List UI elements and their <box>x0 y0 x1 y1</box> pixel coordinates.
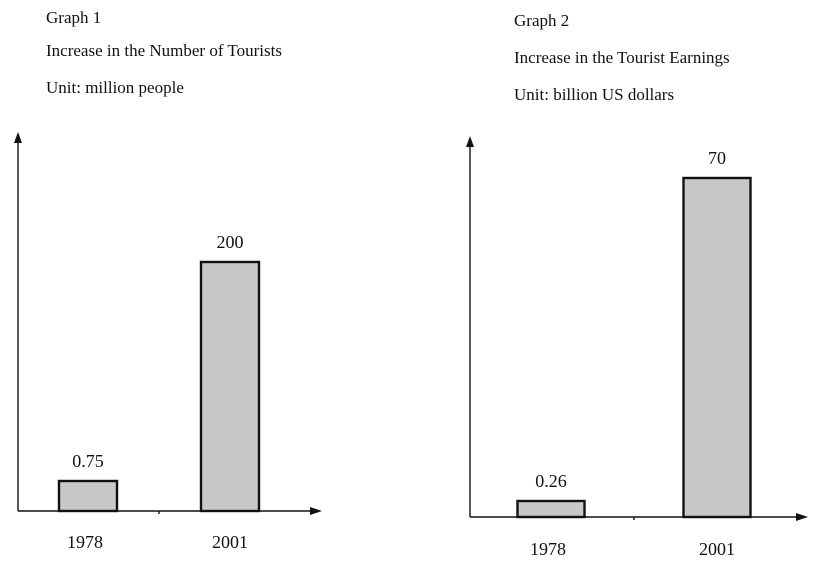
graph-2-title: Increase in the Tourist Earnings <box>514 48 730 67</box>
graph-1-y-axis-arrow <box>14 132 22 143</box>
graph-2-x-axis-arrow <box>796 513 808 521</box>
graph-2-value-label-1978: 0.26 <box>535 471 567 491</box>
graph-2-value-label-2001: 70 <box>708 148 726 168</box>
graph-1-category-label-1978: 1978 <box>67 532 103 552</box>
graph-2-bar-2001 <box>682 176 752 519</box>
graph-2-category-label-2001: 2001 <box>699 539 735 559</box>
graph-2-bar-1978 <box>516 499 586 519</box>
graph-1-unit: Unit: million people <box>46 78 184 97</box>
graph-2-chart: 0.26 1978 70 2001 <box>466 136 808 559</box>
graph-1-chart: 0.75 1978 200 2001 <box>14 132 322 552</box>
graph-1-bar-1978 <box>57 479 119 513</box>
graph-2-unit: Unit: billion US dollars <box>514 85 675 104</box>
graph-1-title: Increase in the Number of Tourists <box>46 41 282 60</box>
graph-1-x-axis-arrow <box>310 507 322 515</box>
graph-2-name: Graph 2 <box>514 11 570 30</box>
graph-1-name: Graph 1 <box>46 8 102 27</box>
graph-1-value-label-2001: 200 <box>217 232 244 252</box>
graph-1-category-label-2001: 2001 <box>212 532 248 552</box>
graph-2-category-label-1978: 1978 <box>530 539 566 559</box>
graph-1-value-label-1978: 0.75 <box>72 451 104 471</box>
graph-1-bar-2001 <box>199 260 261 513</box>
graph-2-y-axis-arrow <box>466 136 474 147</box>
